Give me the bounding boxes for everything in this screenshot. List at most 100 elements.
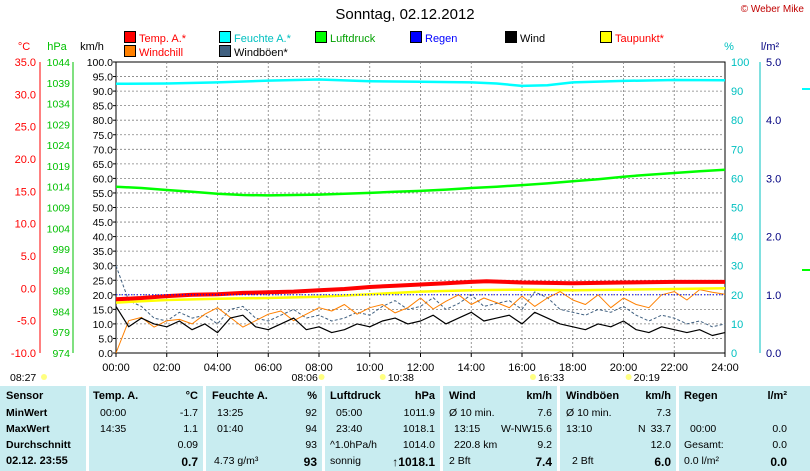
tick-label-temp: 10.0	[15, 219, 36, 231]
rain-header: Regen	[684, 390, 718, 402]
gust-beaufort: 2 Bft	[572, 455, 594, 467]
pressure-max-value: 1018.1	[402, 423, 435, 435]
sun-event-label: 08:06	[292, 372, 318, 384]
tick-label-percent: 50	[731, 203, 743, 215]
tick-label-pressure: 1034	[47, 99, 71, 111]
temp-current-value: 0.7	[181, 455, 198, 469]
gust-column: Windböen km/h Ø 10 min. 7.3 13:10 N 33.7 12.…	[560, 386, 676, 471]
gust-avg-value: 12.0	[650, 439, 671, 451]
sun-icon	[41, 374, 47, 380]
gust-header: Windböen	[566, 390, 620, 402]
tick-label-percent: 30	[731, 261, 743, 273]
gust-max-direction: N	[638, 423, 646, 435]
tick-label-pressure: 1044	[47, 57, 71, 69]
tick-label-wind: 80.0	[93, 115, 114, 127]
gust-avg10-value: 7.3	[656, 407, 671, 419]
tick-label-wind: 95.0	[93, 72, 114, 84]
legend-swatch	[410, 31, 422, 43]
tick-label-wind: 60.0	[93, 173, 114, 185]
axis-unit-percent: %	[724, 41, 734, 53]
wind-avg10-label: Ø 10 min.	[449, 407, 495, 419]
series-line-luftdruck	[115, 168, 726, 197]
tick-label-temp: -10.0	[11, 348, 36, 360]
legend-item: Wind	[505, 31, 545, 45]
summary-table: Sensor MinWert MaxWert Durchschnitt 02.1…	[0, 386, 810, 471]
tick-label-pressure: 999	[52, 244, 70, 256]
legend-label: Windchill	[139, 47, 184, 59]
legend-item: Temp. A.*	[124, 31, 186, 45]
pressure-header: Luftdruck	[330, 390, 381, 402]
pressure-current-value: ↑1018.1	[392, 455, 435, 469]
avg-label: Durchschnitt	[6, 439, 71, 451]
tick-label-pressure: 979	[52, 327, 70, 339]
tick-label-temp: 25.0	[15, 122, 36, 134]
legend-label: Wind	[520, 33, 546, 45]
humidity-max-time: 01:40	[217, 423, 244, 435]
tick-label-pressure: 1014	[47, 182, 71, 194]
max-label: MaxWert	[6, 423, 50, 435]
tick-label-pressure: 984	[52, 306, 70, 318]
humidity-absolute: 4.73 g/m³	[214, 455, 259, 467]
rain-current-value: 0.0	[770, 455, 787, 469]
tick-label-time: 08:00	[305, 362, 333, 374]
sun-event-label: 08:27	[10, 372, 36, 384]
tick-label-time: 18:00	[559, 362, 587, 374]
tick-label-wind: 50.0	[93, 203, 114, 215]
tick-label-pressure: 974	[52, 348, 70, 360]
humidity-column: Feuchte A.% 13:25 92 01:40 94 93 4.73 g/m³…	[206, 386, 322, 471]
tick-label-wind: 40.0	[93, 232, 114, 244]
tick-label-temp: -5.0	[17, 316, 36, 328]
tick-label-time: 22:00	[660, 362, 688, 374]
credit-text: © Weber Mike	[740, 4, 804, 15]
tick-label-wind: 90.0	[93, 86, 114, 98]
tick-label-time: 16:00	[508, 362, 536, 374]
rain-current-amount: 0.0 l/m²	[684, 455, 720, 467]
legend-label: Temp. A.*	[139, 33, 187, 45]
weather-chart: 100.095.090.085.080.075.070.065.060.055.…	[10, 41, 810, 384]
pressure-min-value: 1011.9	[403, 407, 435, 419]
sun-icon	[529, 374, 536, 380]
wind-avg10-value: 7.6	[537, 407, 552, 419]
tick-label-rain: 5.0	[766, 57, 781, 69]
tick-label-wind: 35.0	[93, 246, 114, 258]
tick-label-time: 04:00	[204, 362, 232, 374]
humidity-header: Feuchte A.	[212, 390, 268, 402]
sun-event-label: 16:33	[538, 372, 564, 384]
legend-swatch	[315, 31, 327, 43]
pressure-trend: ^1.0hPa/h	[330, 439, 377, 451]
tick-label-wind: 15.0	[93, 304, 114, 316]
temp-header: Temp. A.	[93, 390, 139, 402]
wind-distance: 220.8 km	[454, 439, 498, 451]
tick-label-percent: 40	[731, 232, 743, 244]
temp-max-time: 14:35	[100, 423, 127, 435]
legend-swatch	[124, 31, 136, 43]
tick-label-wind: 65.0	[93, 159, 114, 171]
pressure-min-time: 05:00	[336, 407, 363, 419]
rain-total-value: 0.0	[772, 439, 787, 451]
pressure-max-time: 23:40	[336, 423, 363, 435]
humidity-unit: %	[307, 390, 317, 402]
tick-label-wind: 0.0	[98, 348, 113, 360]
series-line-wind	[115, 306, 726, 337]
legend-item: Windböen*	[219, 45, 288, 59]
tick-label-rain: 0.0	[766, 348, 781, 360]
tick-label-percent: 70	[731, 144, 743, 156]
rain-column: Regen l/m² 00:00 0.0 Gesamt: 0.0 0.0 l/m² 0.…	[679, 386, 810, 471]
tick-label-wind: 30.0	[93, 261, 114, 273]
wind-column: Wind km/h Ø 10 min. 7.6 13:15 W-NW 15.6 220.…	[443, 386, 557, 471]
tick-label-temp: 35.0	[15, 57, 36, 69]
legend-label: Luftdruck	[330, 33, 376, 45]
sun-icon	[318, 374, 325, 380]
tick-label-percent: 10	[731, 319, 743, 331]
tick-label-percent: 100	[731, 57, 749, 69]
min-label: MinWert	[6, 407, 48, 419]
legend-swatch	[505, 31, 517, 43]
sensor-column: Sensor MinWert MaxWert Durchschnitt 02.1…	[0, 386, 86, 471]
sensor-header: Sensor	[6, 390, 44, 402]
tick-label-wind: 25.0	[93, 275, 114, 287]
pressure-column: Luftdruck hPa 05:00 1011.9 23:40 1018.1 ^1.…	[325, 386, 440, 471]
wind-avg-value: 9.2	[537, 439, 552, 451]
wind-max-time: 13:15	[454, 423, 481, 435]
tick-label-pressure: 989	[52, 286, 70, 298]
series-line-windchill	[115, 289, 726, 354]
